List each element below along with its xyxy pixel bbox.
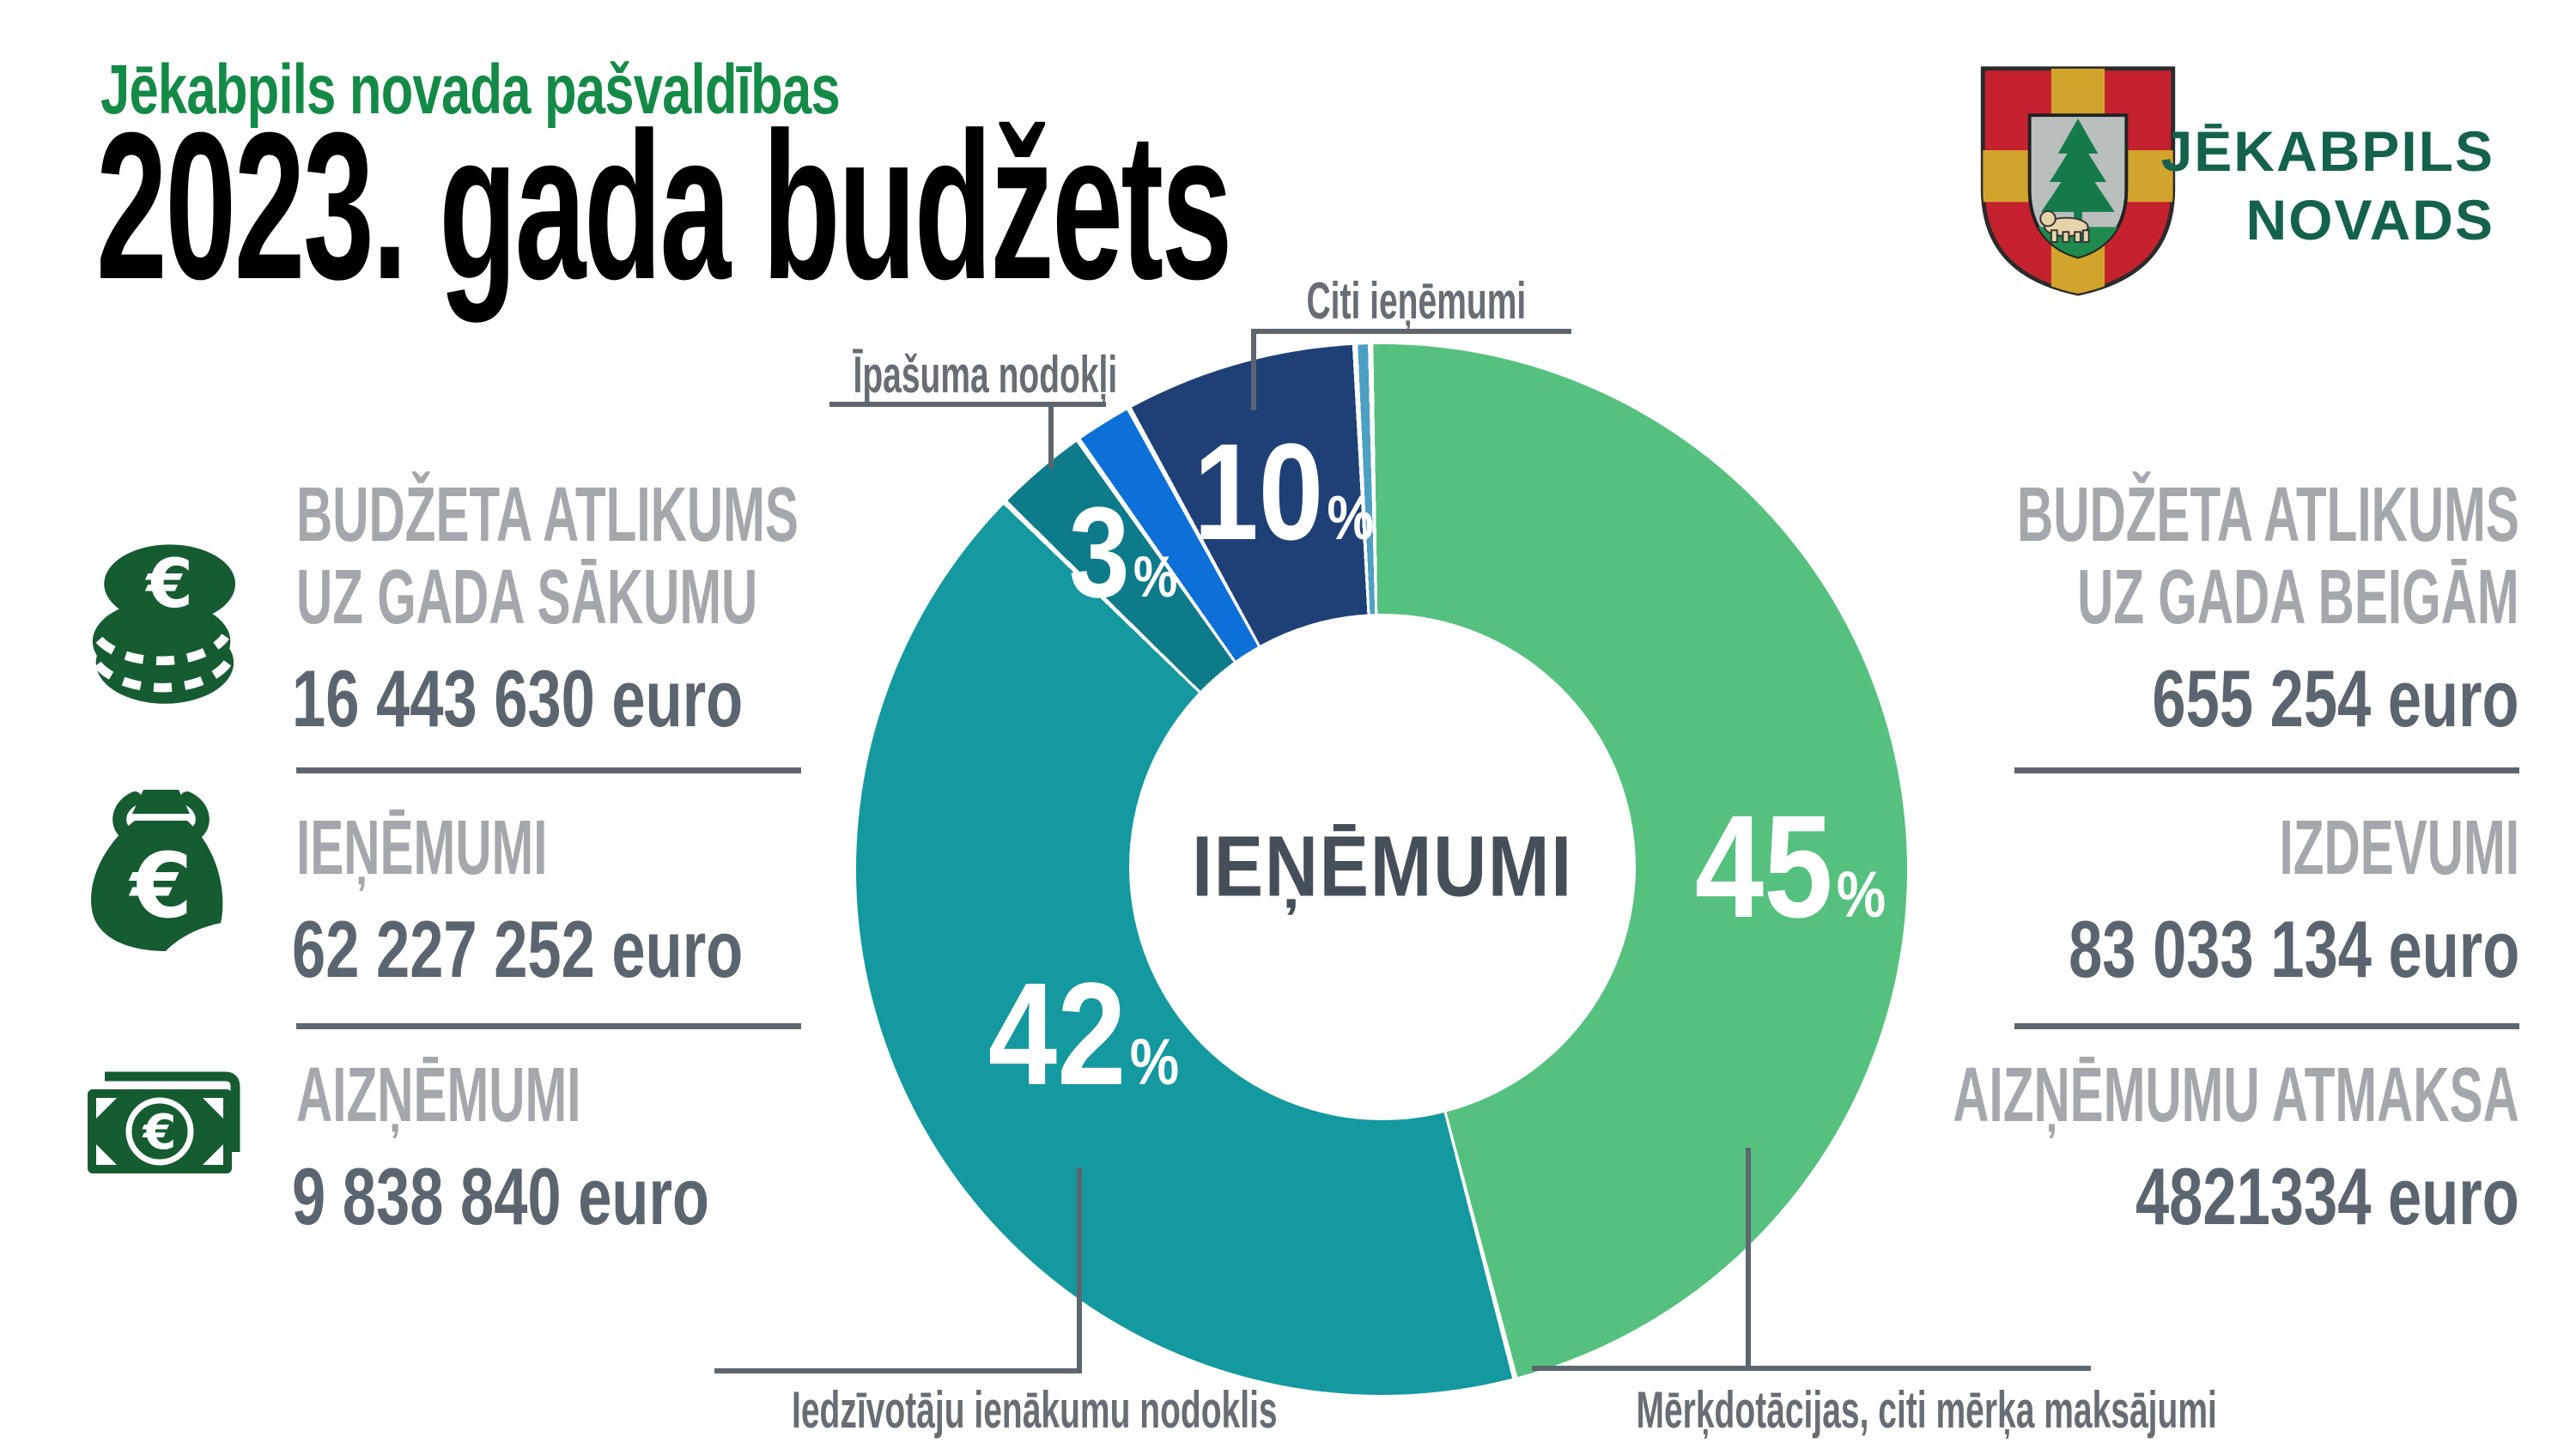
leader-line (1746, 1148, 1751, 1371)
percent-number: 42 (987, 953, 1127, 1116)
divider-line (296, 1023, 801, 1029)
stat-value: 83 033 134 euro (2068, 904, 2519, 994)
svg-text:€: € (144, 545, 193, 623)
percent-number: 3 (1068, 480, 1130, 624)
stat-label: AIZŅĒMUMU ATMAKSA (1953, 1052, 2519, 1138)
percent-sign: % (1129, 1026, 1180, 1099)
money-bag-icon: € (91, 790, 229, 953)
leader-line (1077, 1167, 1082, 1373)
svg-text:€: € (129, 834, 192, 938)
slice-percent-10: 10% (1194, 423, 1374, 561)
stat-label: AIZŅĒMUMI (296, 1052, 581, 1138)
municipality-name: JĒKABPILS NOVADS (2161, 117, 2494, 254)
stat-value: 655 254 euro (2152, 653, 2519, 743)
svg-text:€: € (142, 1105, 177, 1161)
divider-line (296, 767, 801, 773)
leader-line (829, 402, 1106, 407)
percent-sign: % (1327, 484, 1374, 553)
callout-merkdotacijas: Mērķdotācijas, citi mērķa maksājumi (1636, 1381, 2217, 1439)
leader-line (1251, 329, 1571, 334)
stat-value: 4821334 euro (2136, 1151, 2519, 1241)
divider-line (2014, 1023, 2519, 1029)
slice-percent-3: 3% (1069, 488, 1178, 616)
euro-coins-icon: € (92, 544, 236, 704)
percent-sign: % (1836, 858, 1886, 931)
divider-line (2014, 767, 2519, 773)
page-subtitle: Jēkabpils novada pašvaldības (100, 51, 841, 129)
stat-label: IEŅĒMUMI (296, 805, 548, 891)
municipality-name-line2: NOVADS (2245, 188, 2494, 252)
slice-percent-45: 45% (1695, 794, 1886, 940)
slice-percent-42: 42% (988, 961, 1179, 1107)
stat-label: BUDŽETA ATLIKUMS (2017, 472, 2519, 558)
leader-line (1251, 329, 1256, 410)
leader-line (714, 1368, 1082, 1373)
municipality-name-line1: JĒKABPILS (2160, 119, 2494, 183)
percent-number: 45 (1694, 785, 1833, 949)
euro-banknotes-icon: € (88, 1071, 240, 1173)
callout-citi-ienemumi: Citi ieņēmumi (1306, 272, 1527, 330)
coat-of-arms-icon (1980, 66, 2176, 296)
stat-label: BUDŽETA ATLIKUMS (296, 472, 799, 558)
stat-label: UZ GADA SĀKUMU (296, 555, 758, 640)
leader-line (1048, 402, 1054, 469)
callout-ipasuma-nodokli: Īpašuma nodokļi (853, 346, 1118, 403)
donut-chart: IEŅĒMUMI 45% 42% 3% 10% (856, 344, 1907, 1395)
donut-hole (1129, 614, 1636, 1120)
stat-value: 62 227 252 euro (292, 904, 744, 994)
chart-center-title: IEŅĒMUMI (1192, 818, 1573, 915)
stat-label: IZDEVUMI (2279, 805, 2519, 891)
leader-line (1532, 1366, 2091, 1371)
stat-value: 9 838 840 euro (292, 1151, 709, 1241)
percent-sign: % (1133, 544, 1178, 609)
callout-iedzivotaju-nodoklis: Iedzīvotāju ienākumu nodoklis (792, 1381, 1278, 1439)
stat-value: 16 443 630 euro (292, 653, 744, 743)
page-title: 2023. gada budžets (96, 88, 1232, 323)
stat-label: UZ GADA BEIGĀM (2077, 555, 2519, 640)
percent-number: 10 (1194, 415, 1324, 568)
